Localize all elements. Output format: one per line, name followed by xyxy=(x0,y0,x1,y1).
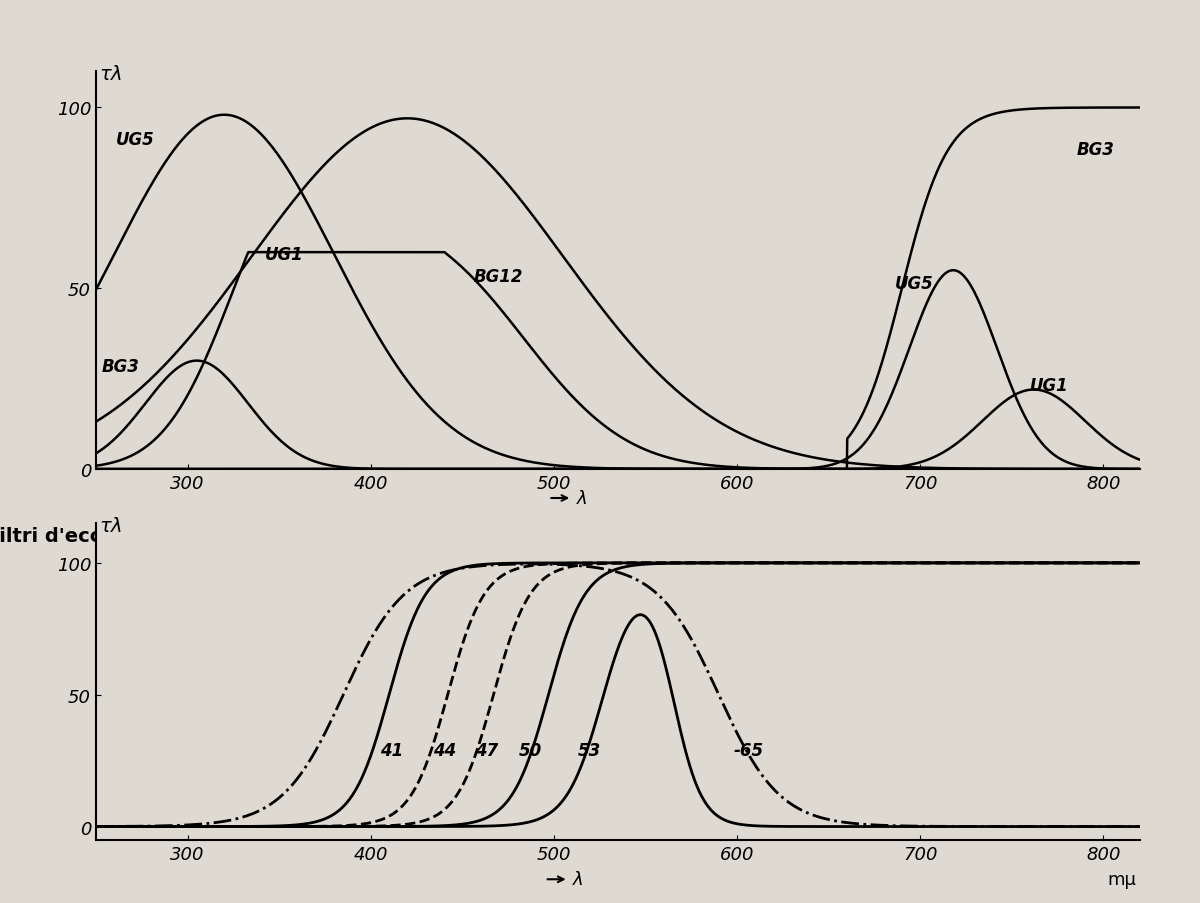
Text: BG12: BG12 xyxy=(473,268,523,285)
Text: mμ: mμ xyxy=(1108,870,1136,889)
Text: 44: 44 xyxy=(433,741,456,759)
Text: 50: 50 xyxy=(520,741,542,759)
Text: BG3: BG3 xyxy=(1076,142,1115,159)
Text: -65: -65 xyxy=(733,741,763,759)
Text: Filtri d'eccitazione: Filtri d'eccitazione xyxy=(0,526,190,545)
Text: $\tau\lambda$: $\tau\lambda$ xyxy=(100,64,122,83)
Text: UG5: UG5 xyxy=(116,131,155,148)
Text: $\lambda$: $\lambda$ xyxy=(572,870,584,889)
Text: 41: 41 xyxy=(380,741,403,759)
Text: UG1: UG1 xyxy=(1030,377,1069,394)
Text: BG3: BG3 xyxy=(102,358,139,376)
Text: 47: 47 xyxy=(475,741,498,759)
Text: $\tau\lambda$: $\tau\lambda$ xyxy=(100,517,122,535)
Text: 53: 53 xyxy=(577,741,601,759)
Text: UG5: UG5 xyxy=(894,275,934,293)
Text: UG1: UG1 xyxy=(264,247,304,264)
Text: $\lambda$: $\lambda$ xyxy=(576,489,588,507)
